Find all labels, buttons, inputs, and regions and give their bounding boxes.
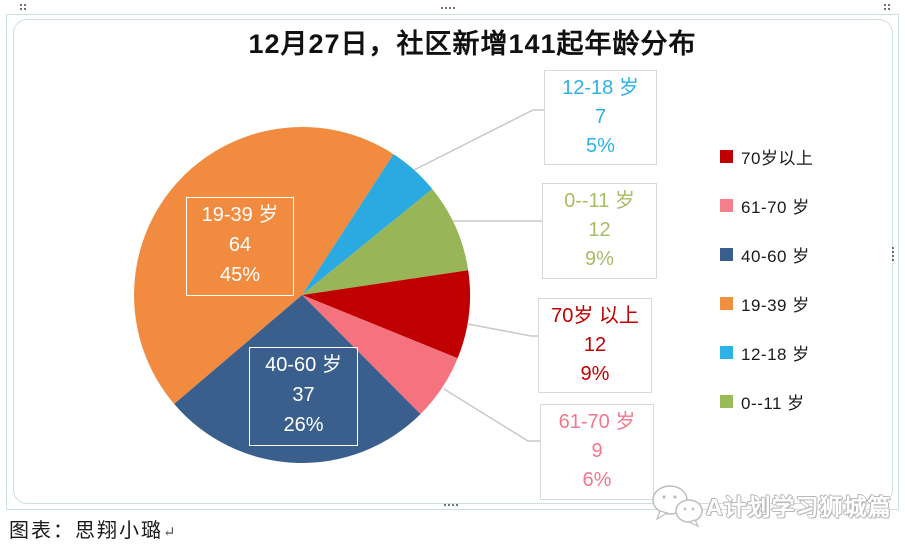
pie-slice-0--11岁 (302, 189, 469, 295)
callout-70plus: 70岁 以上 12 9% (538, 298, 652, 393)
chart-title: 12月27日，社区新增141起年龄分布 (248, 29, 697, 59)
legend-label: 40-60 岁 (741, 247, 810, 266)
pie-label-percent: 45% (219, 264, 261, 286)
pie-label-percent: 26% (283, 414, 324, 436)
pie-label-count: 37 (292, 384, 315, 406)
drag-handle-top-center[interactable] (441, 7, 455, 9)
pie-slice-61-70岁 (302, 295, 458, 415)
drag-handle-top-right[interactable] (884, 4, 890, 10)
legend-swatch-70plus (720, 150, 733, 163)
leader-line-12-18 (413, 109, 544, 171)
callout-count: 12 (588, 219, 611, 241)
callout-range: 0--11 岁 (564, 190, 635, 212)
callout-61-70: 61-70 岁 9 6% (540, 404, 654, 500)
leader-lines (413, 109, 544, 442)
legend-swatch-61-70 (720, 199, 733, 212)
callout-count: 12 (583, 334, 607, 356)
drag-handle-top-left[interactable] (20, 4, 26, 10)
watermark-text: A计划学习狮城篇 (706, 494, 892, 520)
callout-count: 7 (594, 106, 607, 128)
legend-swatch-0-11 (720, 395, 733, 408)
legend-swatch-40-60 (720, 248, 733, 261)
wechat-icon (652, 485, 703, 528)
watermark: A计划学习狮城篇 (648, 482, 892, 528)
legend-label: 0--11 岁 (741, 394, 805, 413)
legend-swatch-12-18 (720, 346, 733, 359)
legend-swatch-19-39 (720, 297, 733, 310)
legend-label: 19-39 岁 (741, 296, 810, 315)
pie-slice-70岁以上 (302, 270, 471, 359)
leader-line-61-70 (443, 388, 540, 442)
callout-percent: 9% (585, 248, 614, 270)
callout-count: 9 (591, 440, 603, 462)
callout-range: 12-18 岁 (562, 77, 639, 99)
pie-slice-12-18岁 (302, 154, 433, 295)
pie-label-19-39: 19-39 岁 64 45% (186, 197, 294, 296)
callout-12-18: 12-18 岁 7 5% (544, 70, 657, 165)
pie-label-range: 19-39 岁 (201, 204, 279, 226)
content-frame (13, 19, 893, 504)
legend-label: 61-70 岁 (741, 198, 810, 217)
selection-frame-outer (6, 14, 899, 510)
drag-handle-right-middle[interactable] (892, 247, 894, 261)
legend-item-0-11: 0--11 岁 (720, 377, 813, 426)
callout-percent: 6% (582, 469, 612, 491)
legend: 70岁以上 61-70 岁 40-60 岁 19-39 岁 12-18 岁 0-… (720, 132, 813, 426)
legend-label: 12-18 岁 (741, 345, 810, 364)
callout-percent: 5% (586, 135, 615, 157)
legend-item-12-18: 12-18 岁 (720, 328, 813, 377)
pie-label-count: 64 (228, 234, 252, 256)
legend-item-70plus: 70岁以上 (720, 132, 813, 181)
legend-label: 70岁以上 (741, 149, 814, 168)
drag-handle-bottom-center[interactable] (444, 504, 458, 506)
legend-item-40-60: 40-60 岁 (720, 230, 813, 279)
callout-0-11: 0--11 岁 12 9% (542, 183, 657, 279)
legend-item-19-39: 19-39 岁 (720, 279, 813, 328)
leader-line-70plus (467, 323, 538, 337)
pie-slice-19-39岁 (134, 127, 394, 404)
legend-item-61-70: 61-70 岁 (720, 181, 813, 230)
pie-label-40-60: 40-60 岁 37 26% (249, 347, 358, 446)
pie-label-range: 40-60 岁 (265, 354, 342, 376)
pie-slices-group (134, 127, 471, 463)
source-caption: 图表：思翔小璐↵ (9, 514, 176, 543)
callout-range: 61-70 岁 (558, 411, 636, 433)
caption-text: 图表：思翔小璐 (9, 520, 163, 542)
return-mark: ↵ (163, 525, 176, 541)
callout-range: 70岁 以上 (551, 305, 639, 327)
pie-slice-40-60岁 (174, 295, 421, 463)
callout-percent: 9% (580, 363, 610, 385)
